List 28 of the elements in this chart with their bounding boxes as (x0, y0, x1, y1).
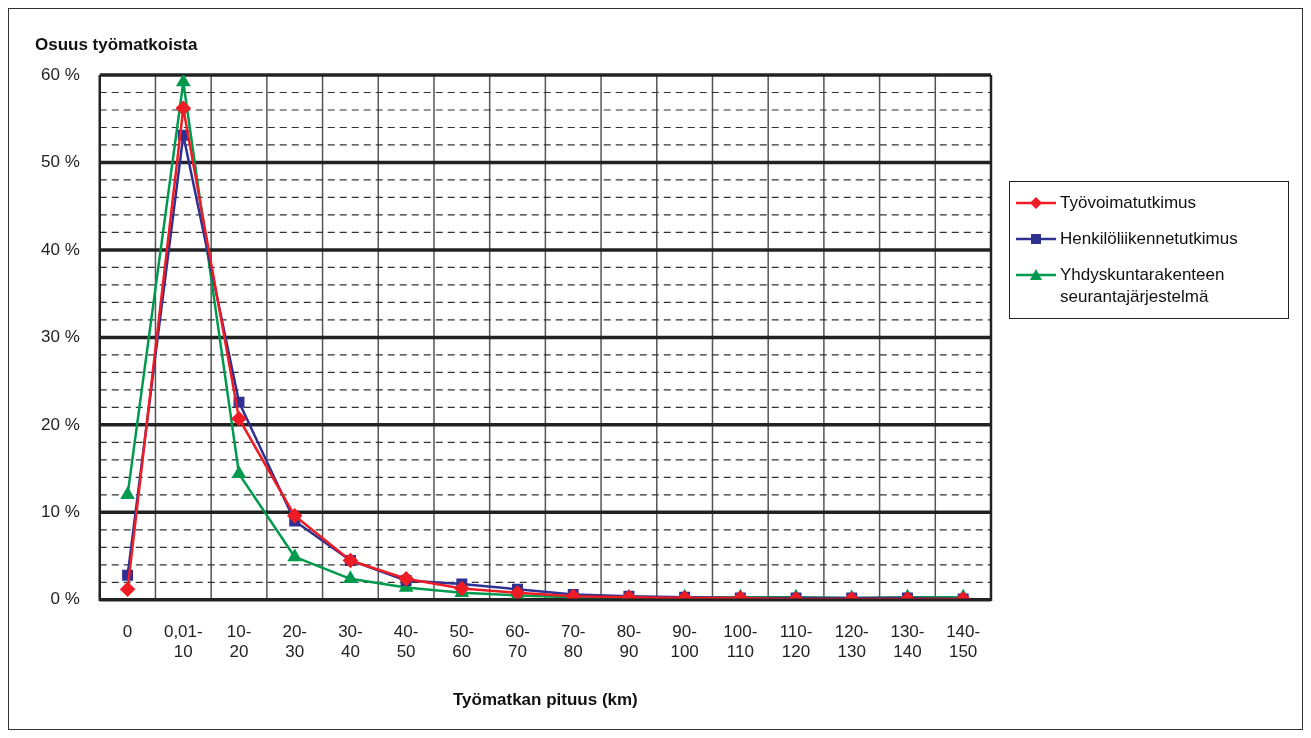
legend-label: Työvoimatutkimus (1060, 192, 1197, 214)
y-tick-label: 50 % (41, 152, 80, 172)
y-tick-label: 10 % (41, 502, 80, 522)
legend-label: Yhdyskuntarakenteen seurantajärjestelmä (1060, 264, 1226, 308)
y-tick-label: 40 % (41, 239, 80, 259)
x-tick-label: 20-30 (282, 621, 307, 662)
x-tick-label: 80-90 (616, 621, 642, 662)
x-tick-label: 70-80 (560, 621, 586, 662)
x-tick-label: 120-130 (834, 621, 869, 662)
x-tick-label: 60-70 (505, 621, 530, 662)
x-tick-label: 90-100 (670, 621, 699, 662)
x-axis-title: Työmatkan pituus (km) (452, 690, 638, 710)
y-tick-label: 60 % (41, 64, 80, 84)
x-tick-label: 0,01-10 (163, 621, 203, 662)
y-axis-title: Osuus työmatkoista (35, 35, 198, 55)
x-tick-label: 50-60 (449, 621, 475, 662)
x-tick-label: 30-40 (338, 621, 363, 662)
x-tick-label: 110-120 (779, 621, 813, 662)
x-tick-label: 100-110 (723, 621, 758, 662)
x-tick-label: 10-20 (226, 621, 252, 662)
y-tick-label: 20 % (41, 414, 80, 434)
legend-label: Henkilöliikennetutkimus (1060, 228, 1238, 250)
x-tick-label: 40-50 (393, 621, 419, 662)
x-tick-label: 140-150 (946, 621, 981, 662)
y-tick-label: 0 % (50, 589, 80, 609)
x-tick-label: 130-140 (890, 621, 925, 662)
y-tick-label: 30 % (41, 327, 80, 347)
x-tick-label: 0 (122, 621, 133, 641)
